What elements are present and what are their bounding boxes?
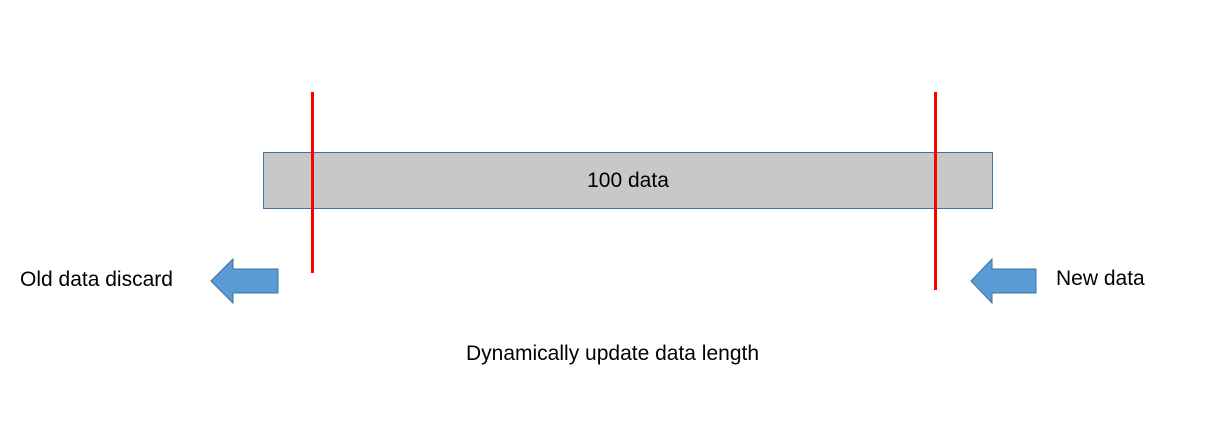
new-data-label: New data <box>1056 267 1145 290</box>
discard-arrow-icon <box>210 257 279 305</box>
window-end-marker <box>934 92 937 290</box>
buffer-label: 100 data <box>587 168 669 192</box>
incoming-arrow-icon <box>970 257 1037 305</box>
old-data-discard-label: Old data discard <box>20 268 173 291</box>
window-start-marker <box>311 92 314 273</box>
diagram-caption: Dynamically update data length <box>466 342 760 365</box>
data-buffer-bar <box>263 152 993 209</box>
